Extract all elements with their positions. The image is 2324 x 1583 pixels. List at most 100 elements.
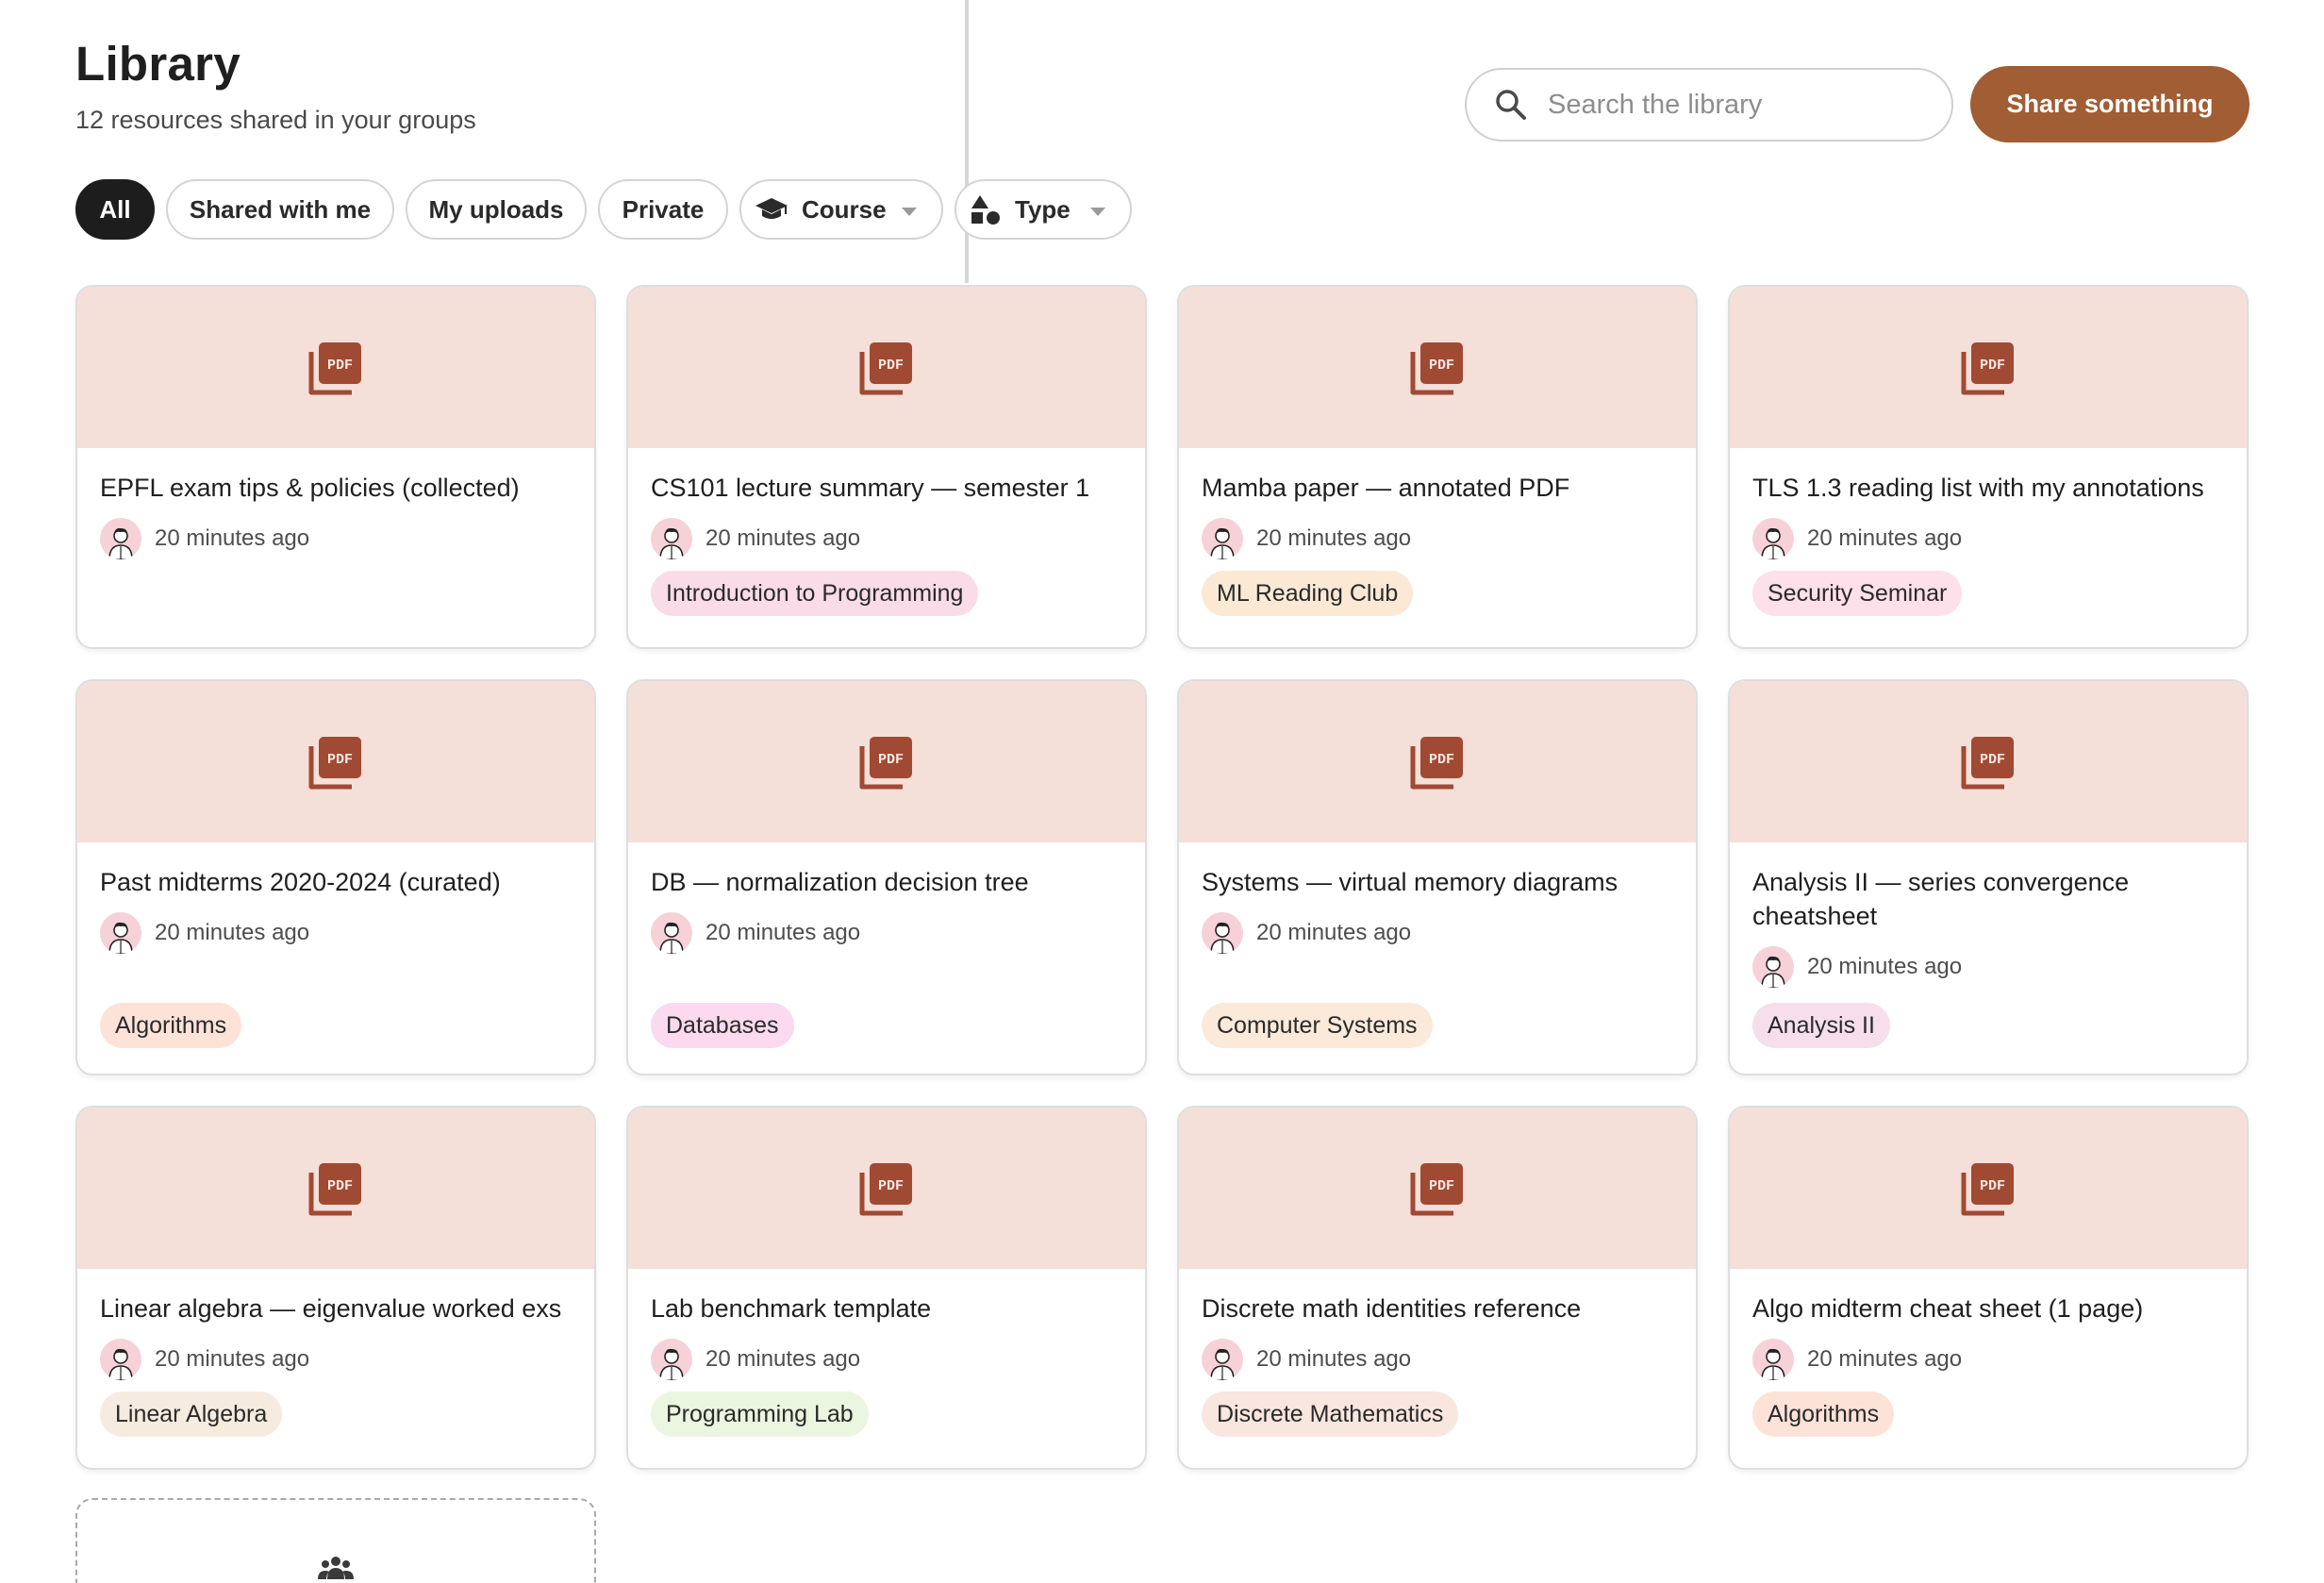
resource-card[interactable]: PDF Systems — virtual memory diagrams 20… <box>1177 679 1698 1075</box>
resource-card[interactable]: PDF Linear algebra — eigenvalue worked e… <box>75 1106 596 1470</box>
divider <box>965 0 969 283</box>
card-thumbnail: PDF <box>1179 287 1696 448</box>
pdf-file-icon: PDF <box>1961 1162 2014 1215</box>
card-title: Mamba paper — annotated PDF <box>1202 474 1570 502</box>
card-thumbnail: PDF <box>77 287 594 448</box>
svg-text:PDF: PDF <box>1429 358 1454 374</box>
card-thumbnail: PDF <box>77 681 594 842</box>
card-timestamp: 20 minutes ago <box>1807 1346 1963 1372</box>
page-title: Library <box>75 37 241 91</box>
course-tag[interactable]: Discrete Mathematics <box>1202 1391 1459 1437</box>
pdf-file-icon: PDF <box>308 1162 361 1215</box>
card-timestamp: 20 minutes ago <box>1256 1346 1412 1372</box>
course-tag[interactable]: Databases <box>651 1003 794 1048</box>
card-thumbnail: PDF <box>77 1108 594 1269</box>
course-tag[interactable]: Algorithms <box>1752 1391 1895 1437</box>
card-title: Systems — virtual memory diagrams <box>1202 868 1618 896</box>
svg-text:PDF: PDF <box>878 358 904 374</box>
resource-card[interactable]: PDF Lab benchmark template 20 minutes ag… <box>626 1106 1147 1470</box>
course-tag[interactable]: Programming Lab <box>651 1391 869 1437</box>
group-icon <box>318 1557 354 1579</box>
resource-card[interactable]: PDF Analysis II — series convergence che… <box>1728 679 2249 1075</box>
pdf-file-icon: PDF <box>1410 342 1463 394</box>
type-dropdown[interactable]: Type <box>954 179 1132 240</box>
course-tag[interactable]: Computer Systems <box>1202 1003 1433 1048</box>
share-something-button[interactable]: Share something <box>1970 66 2249 142</box>
card-title: Algo midterm cheat sheet (1 page) <box>1752 1294 2144 1323</box>
card-timestamp: 20 minutes ago <box>1807 954 1963 979</box>
card-meta: 20 minutes ago <box>651 1339 860 1380</box>
search-box[interactable] <box>1465 68 1953 142</box>
course-tag[interactable]: Security Seminar <box>1752 571 1963 616</box>
card-title: Discrete math identities reference <box>1202 1294 1582 1323</box>
svg-text:PDF: PDF <box>327 752 353 768</box>
filter-all[interactable]: All <box>75 179 155 240</box>
resource-card[interactable]: PDF EPFL exam tips & policies (collected… <box>75 285 596 649</box>
card-title: EPFL exam tips & policies (collected) <box>100 474 520 502</box>
resource-card[interactable]: PDF Algo midterm cheat sheet (1 page) 20… <box>1728 1106 2249 1470</box>
user-avatar <box>1752 1339 1794 1380</box>
filter-my-uploads[interactable]: My uploads <box>406 179 587 240</box>
card-title: Analysis II — series convergence cheatsh… <box>1752 868 2130 930</box>
course-dropdown-label: Course <box>802 194 887 224</box>
resource-card[interactable]: PDF TLS 1.3 reading list with my annotat… <box>1728 285 2249 649</box>
card-thumbnail: PDF <box>1179 681 1696 842</box>
user-avatar <box>1202 912 1243 954</box>
resource-card[interactable]: PDF CS101 lecture summary — semester 1 2… <box>626 285 1147 649</box>
card-meta: 20 minutes ago <box>1202 518 1411 559</box>
card-timestamp: 20 minutes ago <box>155 920 310 945</box>
course-tag[interactable]: Introduction to Programming <box>651 571 979 616</box>
svg-text:PDF: PDF <box>1980 1178 2005 1194</box>
card-thumbnail: PDF <box>628 681 1145 842</box>
svg-text:PDF: PDF <box>327 358 353 374</box>
course-tag[interactable]: Analysis II <box>1752 1003 1890 1048</box>
card-meta: 20 minutes ago <box>651 912 860 954</box>
svg-text:PDF: PDF <box>1980 752 2005 768</box>
svg-text:PDF: PDF <box>878 1178 904 1194</box>
svg-text:PDF: PDF <box>1980 358 2005 374</box>
course-tag[interactable]: ML Reading Club <box>1202 571 1414 616</box>
user-avatar <box>100 1339 141 1380</box>
card-title: Lab benchmark template <box>651 1294 932 1323</box>
search-icon <box>1496 90 1526 120</box>
card-title: Linear algebra — eigenvalue worked exs <box>100 1294 562 1323</box>
filter-shared-with-me[interactable]: Shared with me <box>166 179 394 240</box>
course-dropdown[interactable]: Course <box>739 179 943 240</box>
card-thumbnail: PDF <box>628 287 1145 448</box>
resource-card[interactable]: PDF Discrete math identities reference 2… <box>1177 1106 1698 1470</box>
pdf-file-icon: PDF <box>859 342 912 394</box>
pdf-file-icon: PDF <box>859 1162 912 1215</box>
card-timestamp: 20 minutes ago <box>155 1346 310 1372</box>
user-avatar <box>1752 518 1794 559</box>
pdf-file-icon: PDF <box>1410 1162 1463 1215</box>
user-avatar <box>1202 1339 1243 1380</box>
card-meta: 20 minutes ago <box>1752 946 1962 988</box>
card-meta: 20 minutes ago <box>1202 1339 1411 1380</box>
card-meta: 20 minutes ago <box>1202 912 1411 954</box>
card-meta: 20 minutes ago <box>651 518 860 559</box>
search-input[interactable] <box>1548 89 1925 121</box>
pdf-file-icon: PDF <box>1410 736 1463 789</box>
resource-card[interactable]: PDF DB — normalization decision tree 20 … <box>626 679 1147 1075</box>
filter-private[interactable]: Private <box>598 179 728 240</box>
pdf-file-icon: PDF <box>308 342 361 394</box>
type-dropdown-label: Type <box>1015 194 1071 224</box>
course-tag[interactable]: Algorithms <box>100 1003 242 1048</box>
card-thumbnail: PDF <box>1179 1108 1696 1269</box>
shapes-icon <box>971 195 1000 225</box>
user-avatar <box>651 912 692 954</box>
svg-text:PDF: PDF <box>327 1178 353 1194</box>
pdf-file-icon: PDF <box>859 736 912 789</box>
chevron-down-icon <box>1090 208 1105 216</box>
chevron-down-icon <box>902 208 917 216</box>
graduation-cap-icon <box>755 198 788 219</box>
card-meta: 20 minutes ago <box>100 518 309 559</box>
page-subtitle: 12 resources shared in your groups <box>75 106 476 134</box>
resource-card[interactable]: PDF Past midterms 2020-2024 (curated) 20… <box>75 679 596 1075</box>
user-avatar <box>1752 946 1794 988</box>
user-avatar <box>1202 518 1243 559</box>
user-avatar <box>651 1339 692 1380</box>
resource-card[interactable]: PDF Mamba paper — annotated PDF 20 minut… <box>1177 285 1698 649</box>
course-tag[interactable]: Linear Algebra <box>100 1391 283 1437</box>
create-group-card[interactable] <box>75 1498 596 1583</box>
